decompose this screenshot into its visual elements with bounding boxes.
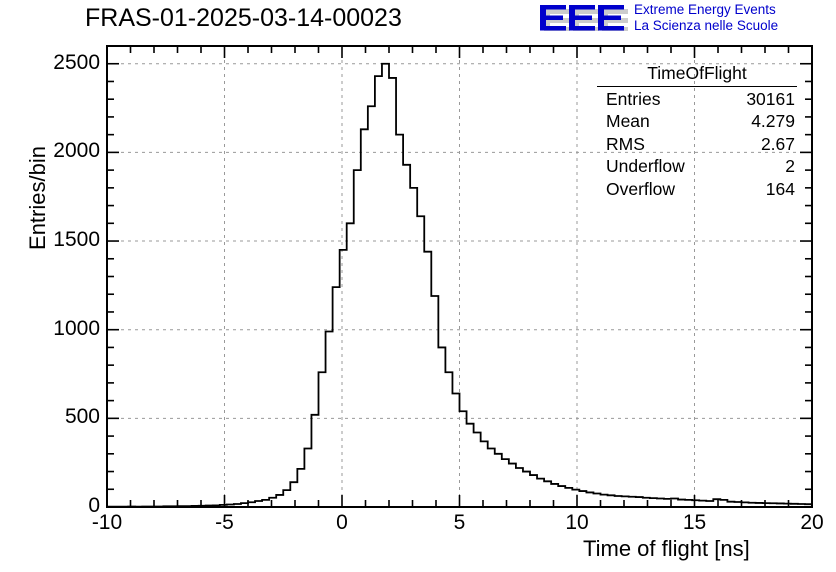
stats-row-key: Mean — [606, 111, 650, 131]
y-tick-label: 1000 — [53, 316, 100, 340]
gridlines — [107, 46, 812, 507]
stats-row-value: 30161 — [746, 88, 795, 109]
x-tick-label: 5 — [453, 511, 466, 534]
y-tick-label: 1500 — [53, 228, 100, 252]
stats-row: Underflow 2 — [597, 155, 797, 178]
histogram-step-line — [107, 62, 812, 508]
eee-logo-text: Extreme Energy Events La Scienza nelle S… — [634, 2, 778, 34]
stats-row-key: Overflow — [606, 178, 676, 199]
y-tick-label: 2000 — [53, 139, 100, 163]
y-tick-label: 0 — [88, 494, 100, 517]
stats-row-value: 2.67 — [760, 133, 795, 154]
stats-row: RMS 2.67 — [597, 133, 797, 156]
stats-row-value: 2 — [785, 156, 795, 176]
stats-row: Entries 30161 — [597, 88, 797, 111]
x-tick-label: 0 — [336, 511, 348, 534]
axis-ticks — [106, 45, 813, 508]
page-title: FRAS-01-2025-03-14-00023 — [85, 4, 402, 32]
stats-rows: Entries 30161 Mean 4.279 RMS 2.67 Underflow 2 Ov… — [597, 88, 797, 201]
x-tick-label: 10 — [565, 511, 589, 534]
stats-row: Overflow 164 — [597, 178, 797, 201]
stats-row-key: RMS — [606, 133, 645, 154]
x-tick-label: 20 — [800, 511, 824, 534]
eee-mark-icon — [540, 5, 628, 31]
stats-row-value: 164 — [765, 178, 795, 199]
eee-logo-line1: Extreme Energy Events — [634, 2, 776, 17]
y-tick-label: 500 — [64, 405, 100, 429]
eee-logo: Extreme Energy Events La Scienza nelle S… — [540, 2, 832, 36]
stats-title: TimeOfFlight — [597, 62, 797, 87]
x-tick-label: 15 — [682, 511, 707, 534]
stats-row: Mean 4.279 — [597, 110, 797, 133]
y-tick-label: 2500 — [53, 50, 100, 74]
eee-logo-line2: La Scienza nelle Scuole — [634, 18, 779, 33]
x-tick-label: -10 — [91, 511, 123, 534]
x-tick-label: -5 — [215, 511, 234, 534]
y-axis-title: Entries/bin — [25, 146, 50, 250]
stats-box: TimeOfFlight Entries 30161 Mean 4.279 RMS 2.6… — [597, 62, 797, 200]
stats-row-value: 4.279 — [751, 111, 795, 131]
stats-row-key: Underflow — [606, 156, 685, 176]
stats-row-key: Entries — [606, 88, 661, 109]
x-axis-title: Time of flight [ns] — [583, 536, 750, 561]
